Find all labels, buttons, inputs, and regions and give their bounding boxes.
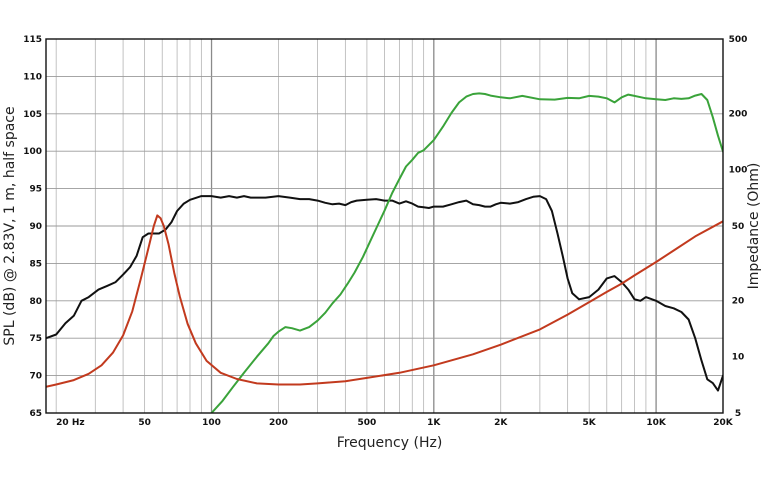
spl-curve xyxy=(46,195,723,392)
y2-tick-label: 10 xyxy=(732,353,745,363)
x-tick-label: 500 xyxy=(358,418,377,428)
plot-frame xyxy=(45,38,724,414)
impedance-curve-red xyxy=(46,214,723,388)
y2-tick-label: 5 xyxy=(735,409,741,419)
y2-tick-label: 500 xyxy=(729,35,748,45)
grid-layer xyxy=(46,39,723,413)
x-tick-label: 20K xyxy=(713,418,734,428)
y2-tick-label: 200 xyxy=(729,109,748,119)
y2-tick-label: 20 xyxy=(732,296,745,306)
y-axis-title: SPL (dB) @ 2.83V, 1 m, half space xyxy=(2,106,18,345)
y-tick-label: 105 xyxy=(23,110,42,120)
y2-axis-title: Impedance (Ohm) xyxy=(746,163,762,290)
x-tick-label: 20 Hz xyxy=(56,418,84,428)
series-layer xyxy=(46,92,723,413)
impedance-curve-green xyxy=(210,92,723,413)
y-tick-label: 95 xyxy=(29,185,42,195)
x-tick-label: 1K xyxy=(427,418,441,428)
x-tick-label: 10K xyxy=(646,418,667,428)
x-tick-label: 200 xyxy=(269,418,288,428)
y-tick-label: 65 xyxy=(29,409,42,419)
y-tick-label: 115 xyxy=(23,35,42,45)
x-tick-label: 100 xyxy=(202,418,221,428)
y-tick-label: 80 xyxy=(29,297,42,307)
x-tick-label: 50 xyxy=(138,418,151,428)
tick-label-layer: 20 Hz 50 100 200 500 1K 2K 5K 10K 20K 65 70 75 80 85 90… xyxy=(23,35,747,428)
y-tick-label: 75 xyxy=(29,334,42,344)
y-tick-label: 90 xyxy=(29,222,42,232)
x-tick-label: 5K xyxy=(583,418,597,428)
y-tick-label: 85 xyxy=(29,259,42,269)
y-tick-label: 100 xyxy=(23,147,42,157)
y2-tick-label: 100 xyxy=(729,166,748,176)
y-tick-label: 110 xyxy=(23,72,42,82)
x-axis-title: Frequency (Hz) xyxy=(337,435,443,451)
y2-tick-label: 50 xyxy=(732,222,745,232)
y-tick-label: 70 xyxy=(29,372,42,382)
x-tick-label: 2K xyxy=(494,418,508,428)
